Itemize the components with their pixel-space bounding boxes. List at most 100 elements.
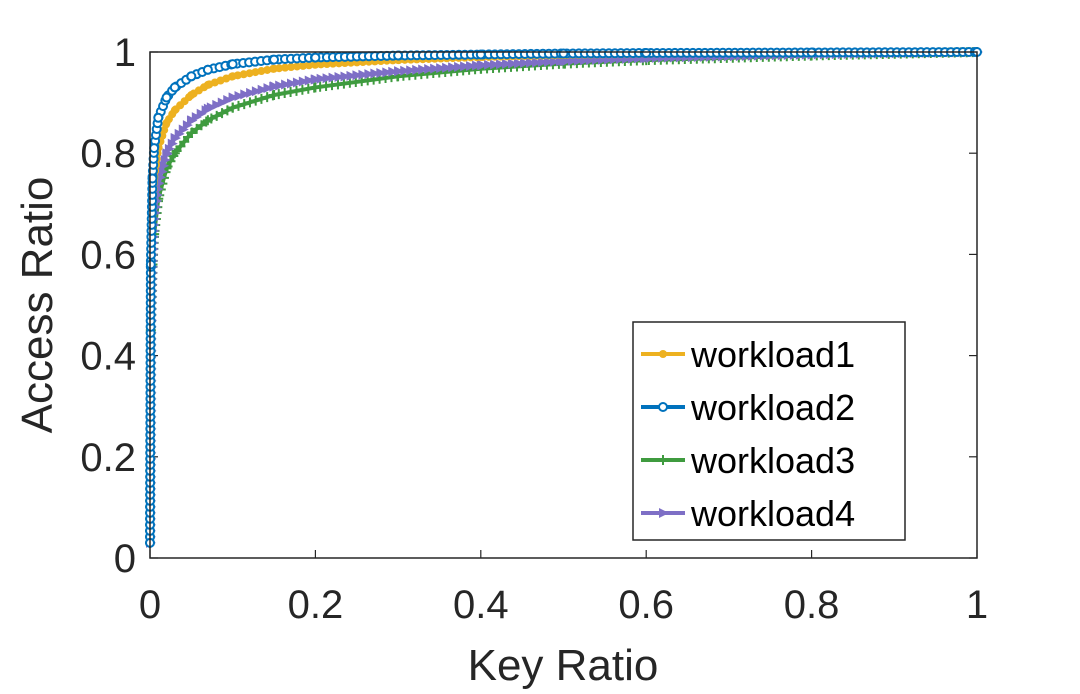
data-point-workload4 — [287, 78, 298, 89]
data-point-workload1 — [293, 62, 302, 71]
data-point-workload4 — [251, 86, 262, 97]
legend-label: workload2 — [690, 387, 855, 428]
data-point-workload4 — [328, 72, 339, 83]
data-point-workload2 — [186, 71, 197, 82]
data-point-workload2 — [227, 59, 238, 70]
data-point-workload4 — [513, 58, 524, 69]
data-point-workload1 — [263, 65, 272, 74]
data-point-workload2 — [641, 48, 652, 59]
data-point-workload2 — [161, 92, 172, 103]
data-point-workload1 — [257, 67, 266, 76]
data-point-workload4 — [340, 71, 351, 82]
data-point-workload4 — [484, 59, 495, 70]
data-point-workload4 — [246, 87, 257, 98]
data-point-workload1 — [251, 68, 260, 77]
data-point-workload4 — [496, 59, 507, 70]
data-point-workload3 — [269, 90, 280, 101]
data-point-workload2 — [558, 48, 569, 59]
data-point-workload4 — [346, 70, 357, 81]
data-point-workload3 — [303, 83, 314, 94]
legend-label: workload1 — [690, 334, 855, 375]
x-tick-label: 0.6 — [618, 583, 674, 627]
data-point-workload3 — [227, 102, 238, 113]
data-point-workload4 — [298, 76, 309, 87]
data-point-workload4 — [275, 80, 286, 91]
data-point-workload4 — [476, 60, 487, 71]
data-point-workload1 — [304, 61, 313, 70]
data-point-workload4 — [454, 61, 465, 72]
y-tick-label: 0.4 — [80, 335, 136, 379]
data-point-workload4 — [400, 65, 411, 76]
legend-marker — [659, 350, 667, 358]
data-point-workload4 — [316, 73, 327, 84]
data-point-workload4 — [376, 67, 387, 78]
data-point-workload4 — [382, 67, 393, 78]
data-point-workload4 — [549, 56, 560, 67]
data-point-workload2 — [169, 82, 180, 93]
data-point-workload4 — [525, 57, 536, 68]
data-point-workload4 — [460, 61, 471, 72]
legend-label: workload3 — [690, 440, 855, 481]
data-point-workload4 — [370, 68, 381, 79]
legend-marker — [658, 402, 668, 412]
y-tick-label: 0.2 — [80, 436, 136, 480]
data-point-workload4 — [388, 66, 399, 77]
data-point-workload4 — [170, 133, 181, 144]
data-point-workload1 — [311, 60, 320, 69]
data-point-workload4 — [270, 81, 281, 92]
legend-label: workload4 — [690, 493, 855, 534]
data-point-workload3 — [239, 99, 250, 110]
data-point-workload2 — [145, 259, 156, 270]
data-point-workload4 — [334, 72, 345, 83]
data-point-workload3 — [202, 115, 213, 126]
data-point-workload4 — [304, 75, 315, 86]
data-point-workload1 — [287, 63, 296, 72]
data-point-workload3 — [201, 116, 212, 127]
data-point-workload4 — [490, 59, 501, 70]
data-point-workload3 — [279, 88, 290, 99]
data-point-workload4 — [412, 64, 423, 75]
data-point-workload4 — [364, 69, 375, 80]
legend-marker — [659, 508, 669, 518]
data-point-workload4 — [217, 97, 228, 108]
data-point-workload4 — [352, 70, 363, 81]
data-point-workload4 — [263, 83, 274, 94]
data-point-workload3 — [244, 97, 255, 108]
x-tick-label: 0.8 — [784, 583, 840, 627]
data-point-workload4 — [322, 73, 333, 84]
legend-item-workload4: workload4 — [641, 493, 855, 534]
data-point-workload1 — [299, 61, 308, 70]
data-point-workload3 — [262, 92, 273, 103]
data-point-workload4 — [234, 90, 245, 101]
y-tick-label: 0.8 — [80, 132, 136, 176]
data-point-workload4 — [187, 115, 198, 126]
data-point-workload3 — [186, 127, 197, 138]
data-point-workload3 — [291, 85, 302, 96]
data-point-workload1 — [170, 106, 179, 115]
data-point-workload4 — [442, 62, 453, 73]
data-point-workload1 — [245, 69, 254, 78]
data-point-workload1 — [322, 60, 331, 69]
data-point-workload4 — [448, 62, 459, 73]
data-point-workload4 — [162, 148, 173, 159]
data-point-workload4 — [418, 64, 429, 75]
legend: workload1 workload2 workload3 workload4 — [632, 321, 906, 541]
data-point-workload4 — [228, 92, 239, 103]
data-point-workload4 — [430, 63, 441, 74]
data-point-workload4 — [240, 89, 251, 100]
y-tick-label: 1 — [114, 31, 136, 75]
data-point-workload2 — [269, 54, 280, 65]
data-point-workload4 — [543, 56, 554, 67]
data-point-workload1 — [203, 80, 212, 89]
data-point-workload3 — [256, 93, 267, 104]
x-tick-label: 1 — [966, 583, 988, 627]
y-axis-title: Access Ratio — [13, 177, 62, 434]
data-point-workload2 — [202, 64, 213, 75]
data-point-workload4 — [502, 58, 513, 69]
data-point-workload4 — [531, 57, 542, 68]
data-point-workload1 — [187, 91, 196, 100]
x-tick-label: 0.2 — [288, 583, 344, 627]
data-point-workload1 — [270, 64, 279, 73]
legend-item-workload3: workload3 — [641, 440, 855, 481]
